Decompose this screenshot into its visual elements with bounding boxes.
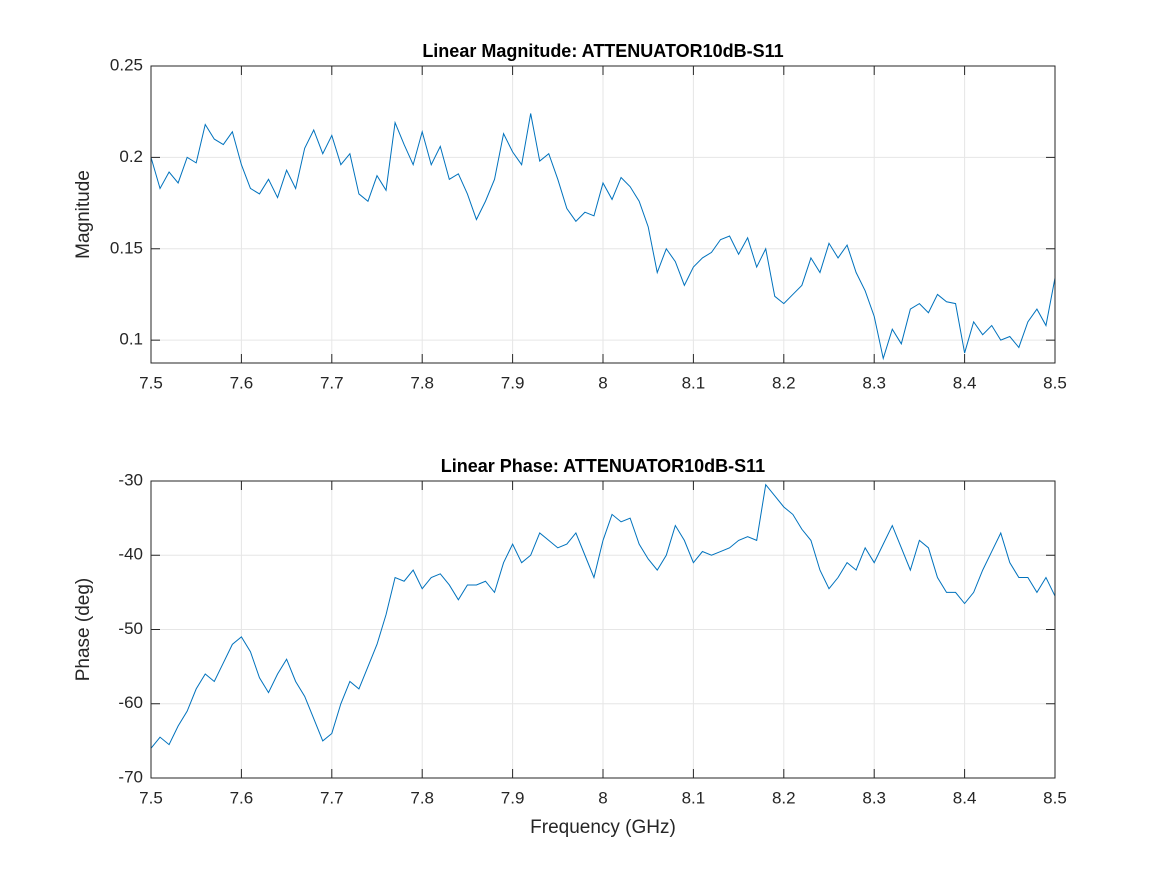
x-tick-label: 7.8: [410, 373, 434, 392]
plot-clip: [151, 483, 1055, 749]
x-tick-label: 7.5: [139, 788, 163, 807]
data-line: [151, 113, 1055, 361]
x-tick-label: 8.4: [953, 788, 977, 807]
x-tick-label: 7.9: [501, 788, 525, 807]
plot-clip: [151, 113, 1055, 361]
y-tick-label: -50: [118, 619, 143, 638]
data-line: [151, 483, 1055, 749]
chart-title: Linear Magnitude: ATTENUATOR10dB-S11: [422, 41, 783, 61]
y-tick-label: -60: [118, 693, 143, 712]
x-tick-label: 8: [598, 788, 607, 807]
x-tick-label: 7.7: [320, 373, 344, 392]
axes-box: [150, 480, 1056, 779]
x-tick-label: 7.9: [501, 373, 525, 392]
y-tick-label: 0.25: [110, 55, 143, 74]
x-tick-label: 7.7: [320, 788, 344, 807]
x-tick-label: 7.6: [230, 788, 254, 807]
chart-title: Linear Phase: ATTENUATOR10dB-S11: [441, 456, 765, 476]
x-tick-label: 8: [598, 373, 607, 392]
y-tick-label: -30: [118, 470, 143, 489]
axes-box: [150, 65, 1056, 364]
y-axis-label: Phase (deg): [73, 578, 94, 682]
x-tick-label: 8.5: [1043, 788, 1067, 807]
x-tick-label: 7.5: [139, 373, 163, 392]
y-tick-label: -40: [118, 545, 143, 564]
x-tick-label: 8.2: [772, 373, 796, 392]
x-axis-label: Frequency (GHz): [530, 817, 676, 838]
y-tick-label: 0.1: [119, 330, 143, 349]
y-tick-label: 0.2: [119, 147, 143, 166]
x-tick-label: 8.1: [682, 373, 706, 392]
x-tick-label: 8.3: [862, 373, 886, 392]
x-tick-label: 7.6: [230, 373, 254, 392]
y-tick-label: -70: [118, 767, 143, 786]
x-tick-label: 8.2: [772, 788, 796, 807]
y-axis-label: Magnitude: [73, 170, 94, 259]
x-tick-label: 8.4: [953, 373, 977, 392]
y-tick-label: 0.15: [110, 238, 143, 257]
x-tick-label: 8.5: [1043, 373, 1067, 392]
x-tick-label: 8.3: [862, 788, 886, 807]
x-tick-label: 7.8: [410, 788, 434, 807]
x-tick-label: 8.1: [682, 788, 706, 807]
